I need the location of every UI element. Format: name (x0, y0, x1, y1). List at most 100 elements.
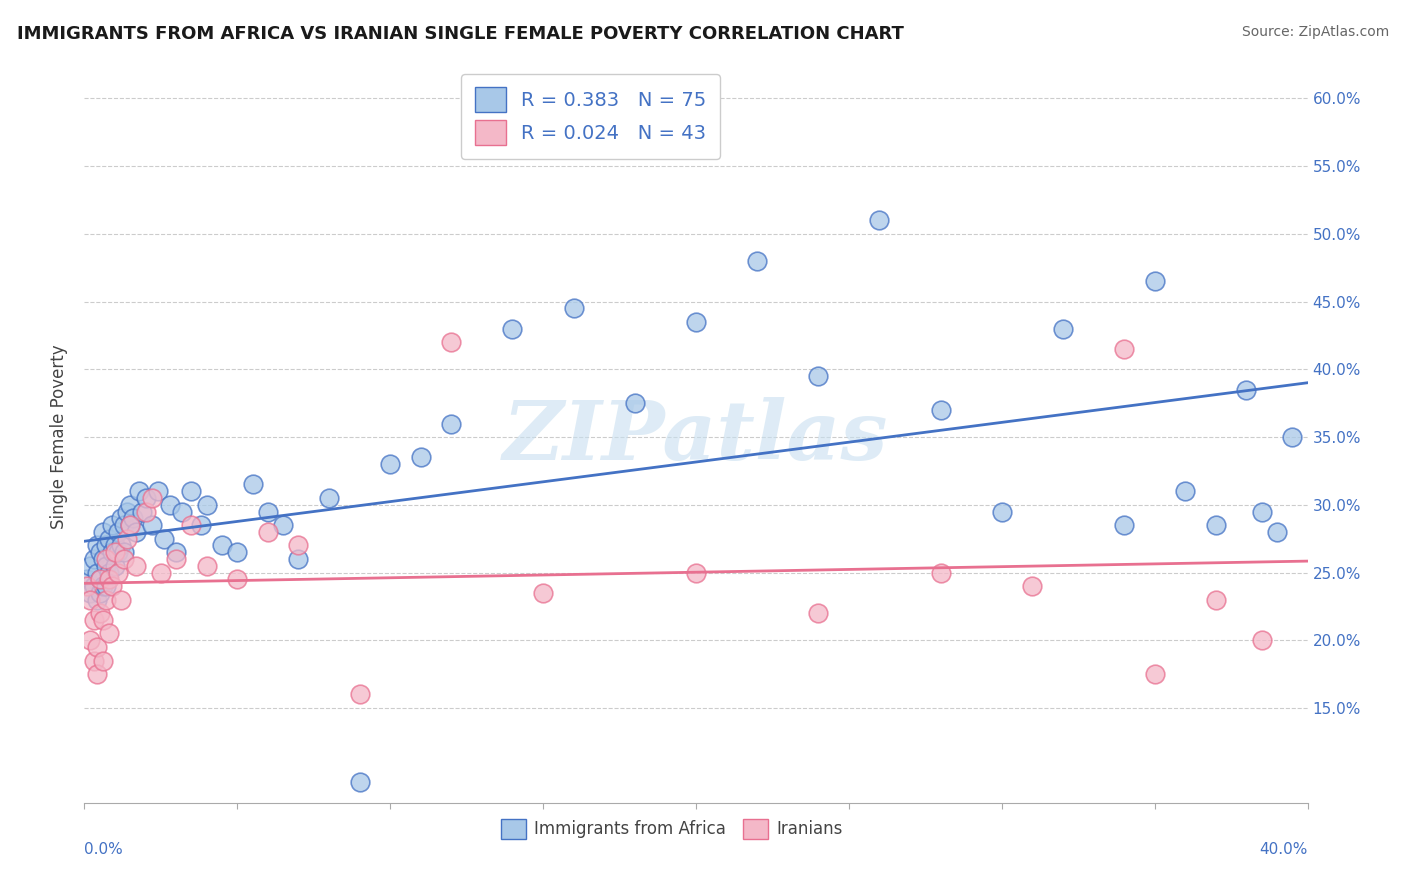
Point (89, 572, 111, 586)
Point (76, 572, 98, 586)
Point (1114, 342, 1136, 356)
Point (120, 518, 142, 533)
Point (257, 505, 280, 519)
Point (991, 505, 1014, 519)
Point (91, 654, 114, 668)
Point (502, 322, 524, 336)
Point (195, 498, 218, 512)
Point (91, 552, 114, 566)
Point (153, 532, 176, 546)
Point (1021, 579, 1043, 593)
Point (97, 532, 120, 546)
Point (128, 484, 150, 499)
Point (349, 775, 371, 789)
Point (110, 511, 132, 525)
Point (131, 505, 153, 519)
Point (110, 538, 132, 552)
Point (242, 477, 264, 491)
Point (115, 505, 138, 519)
Point (79, 633, 101, 648)
Legend: Immigrants from Africa, Iranians: Immigrants from Africa, Iranians (494, 812, 849, 846)
Point (89, 545, 111, 559)
Point (135, 505, 157, 519)
Point (531, 586, 554, 600)
Point (97, 626, 120, 640)
Point (86, 592, 108, 607)
Point (149, 566, 172, 580)
Point (380, 457, 402, 471)
Point (110, 592, 132, 607)
Point (122, 511, 145, 525)
Point (1281, 430, 1303, 444)
Point (125, 524, 148, 539)
Point (1205, 518, 1227, 533)
Point (89, 586, 111, 600)
Point (146, 484, 169, 499)
Text: Source: ZipAtlas.com: Source: ZipAtlas.com (1241, 25, 1389, 39)
Point (107, 545, 129, 559)
Point (101, 545, 124, 559)
Point (929, 566, 952, 580)
Point (97, 566, 120, 580)
Point (287, 538, 309, 552)
Point (141, 518, 163, 533)
Point (159, 498, 181, 512)
Point (94, 538, 117, 552)
Point (624, 396, 647, 410)
Point (112, 545, 135, 559)
Point (226, 545, 249, 559)
Point (226, 572, 249, 586)
Point (1143, 667, 1166, 681)
Point (79, 592, 101, 607)
Point (91, 524, 114, 539)
Point (165, 545, 187, 559)
Point (94, 558, 117, 573)
Point (929, 403, 952, 417)
Point (86, 566, 108, 580)
Point (120, 518, 142, 533)
Point (1143, 274, 1166, 288)
Text: 0.0%: 0.0% (84, 842, 124, 856)
Point (318, 491, 340, 505)
Point (135, 491, 157, 505)
Point (83, 613, 105, 627)
Point (94, 579, 117, 593)
Point (79, 558, 101, 573)
Point (104, 538, 127, 552)
Point (86, 667, 108, 681)
Point (83, 552, 105, 566)
Point (107, 524, 129, 539)
Point (91, 613, 114, 627)
Point (112, 518, 135, 533)
Point (83, 654, 105, 668)
Point (86, 538, 108, 552)
Point (89, 572, 111, 586)
Point (172, 505, 194, 519)
Point (1114, 518, 1136, 533)
Point (685, 566, 707, 580)
Text: ZIPatlas: ZIPatlas (503, 397, 889, 477)
Point (1250, 633, 1272, 648)
Point (112, 552, 135, 566)
Point (76, 579, 98, 593)
Point (165, 552, 187, 566)
Point (257, 524, 280, 539)
Point (101, 518, 124, 533)
Point (287, 552, 309, 566)
Point (211, 538, 233, 552)
Point (89, 606, 111, 620)
Text: 40.0%: 40.0% (1260, 842, 1308, 856)
Point (141, 491, 163, 505)
Point (440, 417, 463, 431)
Point (86, 640, 108, 654)
Point (94, 592, 117, 607)
Point (94, 552, 117, 566)
Point (91, 579, 114, 593)
Point (685, 315, 707, 329)
Point (180, 484, 202, 499)
Point (409, 450, 432, 465)
Point (807, 369, 830, 384)
Point (115, 532, 138, 546)
Point (807, 606, 830, 620)
Point (97, 572, 120, 586)
